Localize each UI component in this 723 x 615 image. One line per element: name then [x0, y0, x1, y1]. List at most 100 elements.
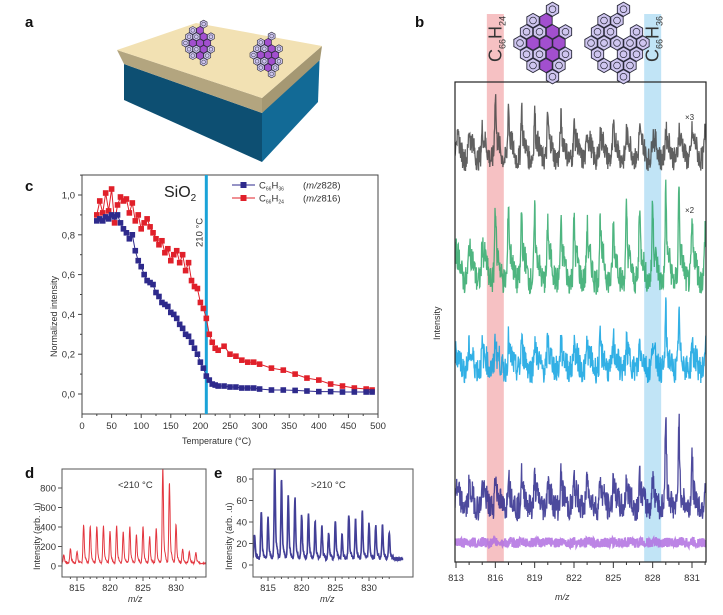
hexagon-ring: [207, 44, 215, 54]
legend-marker: [240, 182, 247, 188]
hexagon-ring: [267, 31, 276, 41]
data-point-C66H36: [363, 389, 369, 395]
data-point-C66H24: [153, 235, 159, 242]
trace-trace-4: [455, 413, 706, 522]
hexagon-ring: [192, 32, 201, 42]
aromatic-circle: [262, 46, 267, 51]
y-tick-label: 400: [40, 523, 56, 534]
hexagon-ring: [188, 26, 197, 35]
legend-label-part: 66: [266, 187, 272, 193]
data-point-C66H36: [144, 277, 150, 284]
hexagon-ring: [558, 46, 573, 62]
data-point-C66H24: [102, 190, 109, 196]
hexagon-ring: [616, 69, 631, 85]
data-point-C66H24: [351, 385, 358, 391]
data-point-C66H24: [156, 241, 162, 248]
hexagon-ring: [616, 1, 631, 17]
data-point-C66H24: [339, 383, 346, 389]
y-axis-label-d: Intensity (arb. .u): [32, 502, 42, 570]
legend-c: C66H36 (m/z828)C66H24 (m/z816): [232, 181, 341, 206]
molecule-icon: [249, 31, 283, 79]
data-point-C66H24: [147, 224, 153, 230]
legend-label-part: 66: [266, 200, 272, 206]
x-tick-label-c: 300: [252, 421, 268, 432]
molecule-c66h24-icon: [513, 1, 573, 85]
data-point-C66H36: [215, 383, 221, 389]
x-tick-label-c: 350: [281, 421, 297, 432]
hexagon-ring: [275, 56, 283, 66]
hexagon-ring: [275, 44, 283, 54]
film-side-face: [262, 46, 322, 113]
x-axis-label-e: m/z: [320, 594, 335, 604]
data-point-C66H36: [94, 218, 100, 224]
y-axis-label-b: Intensity: [432, 306, 442, 340]
hexagon-ring: [260, 56, 269, 66]
data-point-C66H24: [316, 377, 322, 383]
aromatic-circle: [516, 39, 524, 47]
y-tick-label: 60: [236, 496, 247, 507]
hexagon-ring: [629, 46, 644, 62]
trace-trace-2: [455, 179, 706, 295]
aromatic-circle: [535, 28, 544, 36]
legend-marker: [240, 195, 247, 201]
data-point-C66H36: [132, 247, 139, 254]
legend-mz-part: m/z: [306, 194, 322, 205]
x-axis-label-d: m/z: [128, 594, 143, 604]
data-point-C66H24: [206, 331, 213, 338]
data-point-C66H24: [108, 186, 115, 192]
data-point-C66H24: [304, 375, 310, 381]
hexagon-ring: [196, 38, 204, 48]
legend-label-part: C: [259, 181, 266, 192]
data-point-C66H24: [182, 267, 189, 274]
hexagon-ring: [539, 12, 553, 29]
trace-trace-5: [455, 534, 706, 551]
hexagon-ring: [203, 38, 212, 48]
x-tick-label-b: 825: [605, 573, 621, 584]
data-point-C66H36: [191, 345, 198, 352]
aromatic-circle: [587, 39, 595, 47]
hexagon-ring: [185, 44, 193, 54]
panel-letter-b: b: [415, 14, 424, 31]
aromatic-circle: [548, 5, 557, 13]
aromatic-circle: [639, 39, 647, 47]
data-point-C66H24: [250, 359, 257, 365]
data-point-C66H36: [96, 216, 103, 222]
series-line-C66H24: [96, 188, 373, 391]
data-point-C66H36: [351, 389, 358, 395]
hexagon-ring: [181, 38, 190, 48]
data-point-C66H24: [168, 257, 174, 264]
legend-mz-part: 828): [321, 181, 340, 192]
hexagon-ring: [271, 63, 280, 72]
x-tick-label-c: 100: [133, 421, 149, 432]
x-tick-label-b: 816: [487, 573, 503, 584]
data-point-C66H36: [111, 214, 118, 220]
data-point-C66H24: [105, 208, 112, 214]
data-point-C66H36: [268, 387, 275, 393]
data-point-C66H36: [168, 309, 174, 316]
data-point-C66H24: [114, 202, 121, 208]
data-point-C66H24: [120, 198, 127, 204]
data-point-C66H36: [170, 311, 177, 318]
y-tick-label-c: 0,6: [62, 270, 75, 281]
data-point-C66H36: [135, 257, 142, 264]
formula-part: 24: [497, 16, 507, 26]
data-point-C66H24: [200, 305, 207, 312]
film-front-face: [117, 50, 262, 113]
data-point-C66H36: [129, 232, 136, 238]
y-tick-label: 80: [236, 475, 247, 486]
hexagon-ring: [271, 50, 280, 60]
hexagon-ring: [253, 56, 261, 66]
panel-letter-c: c: [25, 178, 33, 195]
series-c: 210 °C: [94, 175, 375, 414]
aromatic-circle: [258, 65, 263, 70]
legend-label-part: H: [271, 194, 278, 205]
x-tick-label: 830: [168, 583, 184, 594]
data-point-C66H36: [194, 351, 201, 357]
data-point-C66H24: [233, 353, 239, 359]
hexagon-ring: [526, 57, 540, 74]
trace-trace-3: [455, 297, 706, 384]
y-tick-label: 0: [242, 561, 247, 572]
data-point-C66H36: [280, 387, 287, 393]
data-point-C66H36: [99, 218, 106, 224]
